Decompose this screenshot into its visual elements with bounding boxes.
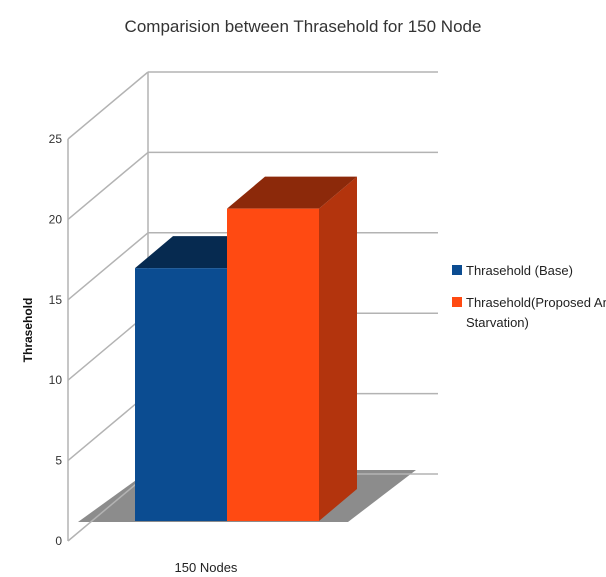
gridline-side: [67, 473, 149, 542]
bars: [135, 176, 357, 521]
legend: Thrasehold (Base) Thrasehold(Proposed An…: [452, 263, 606, 330]
y-tick-label: 5: [55, 454, 62, 468]
legend-swatch-base: [452, 265, 462, 275]
gridline-side: [67, 232, 149, 301]
y-axis-ticks: 0 5 10 15 20 25: [49, 132, 63, 548]
legend-swatch-proposed: [452, 297, 462, 307]
y-tick-label: 15: [49, 293, 63, 307]
y-tick-label: 20: [49, 212, 63, 226]
y-tick-label: 10: [49, 373, 63, 387]
bar-top: [227, 176, 357, 209]
y-tick-label: 25: [49, 132, 63, 146]
gridline-side: [67, 312, 149, 381]
y-axis-label: Thrasehold: [21, 298, 35, 363]
x-category-label: 150 Nodes: [175, 560, 238, 575]
legend-label-line: Thrasehold(Proposed Anti: [466, 295, 606, 310]
bar: [135, 268, 227, 521]
y-tick-label: 0: [55, 534, 62, 548]
legend-label-proposed: Thrasehold(Proposed Anti Starvation): [466, 295, 606, 330]
gridline-side: [67, 393, 149, 462]
gridline-side: [67, 151, 149, 220]
legend-label-base: Thrasehold (Base): [466, 263, 573, 278]
legend-label-line: Starvation): [466, 315, 529, 330]
bar: [227, 208, 319, 521]
bar-side: [319, 176, 357, 521]
chart-title: Comparision between Thrasehold for 150 N…: [125, 17, 482, 36]
gridline-side: [67, 71, 149, 140]
